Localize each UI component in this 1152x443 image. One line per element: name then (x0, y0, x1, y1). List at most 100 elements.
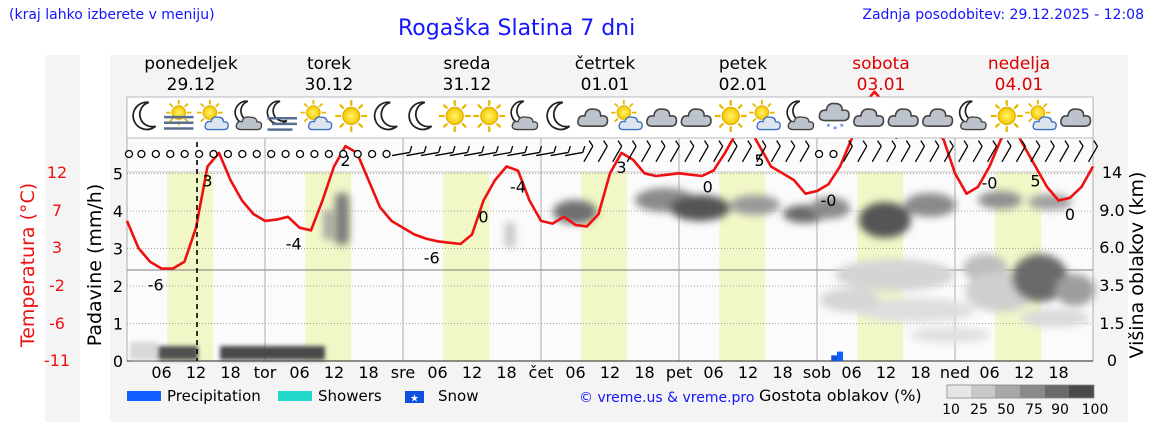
sun-icon (334, 99, 369, 133)
wind-barb-shaft (914, 145, 926, 163)
precipitation-bar (837, 351, 843, 361)
wind-barb-shaft (464, 151, 483, 157)
cloud-height-tick-label: 14 (1102, 163, 1122, 182)
wind-calm-marker (124, 149, 134, 159)
day-name: četrtek (575, 54, 636, 74)
wind-barb-feather (848, 140, 853, 147)
wind-barb (435, 145, 456, 157)
wind-barb (1044, 140, 1055, 163)
wind-barb-shaft (492, 151, 511, 157)
wind-barb (785, 140, 796, 163)
x-tick-label: 12 (600, 363, 620, 382)
sun-icon (437, 99, 472, 133)
wind-barb-shaft (770, 145, 781, 163)
star-icon: ★ (410, 394, 419, 405)
wind-barb (914, 140, 926, 163)
temperature-label: 3 (616, 158, 626, 177)
sun-icon (472, 99, 507, 133)
temperature-label: 0 (1065, 205, 1075, 224)
x-tick-label: 06 (151, 363, 171, 382)
temperature-label: -6 (424, 248, 440, 267)
wind-barb-feather (617, 140, 623, 147)
wind-barb-shaft (507, 151, 526, 157)
legend-snow-swatch (405, 391, 424, 403)
x-tick-label: 18 (772, 363, 792, 382)
day-date: 29.12 (167, 75, 216, 95)
wind-barb-shaft (478, 151, 497, 157)
wind-calm-marker (209, 149, 218, 159)
wind-barb-shaft (741, 145, 753, 163)
wind-barb-feather (675, 140, 680, 147)
day-date: 01.01 (581, 75, 630, 95)
wind-barb (507, 145, 528, 157)
legend: Precipitation Showers ★ Snow © vreme.us … (127, 384, 1108, 418)
temperature-label: 2 (340, 151, 350, 170)
wind-barb-shaft (900, 145, 911, 163)
x-tick-label: 06 (565, 363, 585, 382)
x-tick-label: 06 (427, 363, 447, 382)
wind-barb-feather (423, 145, 427, 153)
temperature-tick-label: 12 (47, 163, 67, 182)
wind-barb-feather (1006, 140, 1012, 147)
wind-barb (449, 145, 471, 157)
precip-tick-label: 2 (113, 277, 123, 296)
temperature-tick-label: -2 (49, 276, 65, 295)
wind-barb-feather (660, 140, 666, 147)
right-axis-panel (1096, 55, 1128, 422)
x-tick-label: sob (803, 363, 831, 382)
wind-barb-shaft (655, 145, 666, 163)
wind-barb-shaft (958, 145, 969, 163)
wind-barb-shaft (871, 145, 882, 163)
wind-barb-feather (646, 140, 652, 147)
wind-calm-marker (367, 149, 377, 159)
wind-barb-shaft (713, 145, 724, 163)
cloud-density-tick: 50 (997, 402, 1015, 418)
temperature-label: 3 (202, 172, 212, 191)
axis-labels: 06 12 18 tor 06 12 18 sre 06 12 18 čet 06 12 18 pet 06 12… (17, 163, 1148, 382)
wind-barb-shaft (435, 151, 454, 157)
wind-barb (1030, 140, 1041, 163)
x-tick-label: sre (391, 363, 415, 382)
day-date: 03.01 (857, 75, 906, 95)
cloud-density-scale (946, 384, 1095, 399)
wind-barb (1001, 140, 1012, 163)
wind-barb-feather (905, 140, 911, 147)
wind-barbs-row (124, 140, 1099, 163)
precipitation-bars (831, 351, 843, 361)
temperature-label: -0 (821, 191, 837, 210)
x-tick-label: 18 (1048, 363, 1068, 382)
wind-barb-shaft (698, 145, 709, 163)
wind-barb-shaft (669, 145, 680, 163)
wind-barb-feather (747, 140, 753, 147)
cloud-density-tick: 100 (1082, 402, 1109, 418)
legend-showers-label: Showers (318, 387, 382, 405)
wind-barb-shaft (640, 145, 652, 163)
wind-barb-shaft (391, 151, 410, 157)
wind-barb-shaft (943, 145, 954, 163)
wind-barb (391, 145, 413, 157)
wind-barb-shaft (536, 151, 555, 157)
x-tick-label: 06 (979, 363, 999, 382)
cloud-density-ticks: 10 25 50 75 90 100 (942, 402, 1108, 418)
wind-barb (987, 140, 998, 163)
precip-axis-title: Padavine (mm/h) (84, 184, 106, 347)
wind-barb-shaft (521, 151, 540, 157)
wind-barb-shaft (626, 145, 637, 163)
wind-barb-feather (790, 140, 796, 147)
wind-barb-shaft (987, 145, 998, 163)
wind-calm-marker (238, 149, 247, 159)
x-tick-label: 12 (876, 363, 896, 382)
wind-barb-feather (409, 145, 413, 153)
sun-icon (989, 99, 1024, 133)
wind-barb-shaft (1044, 145, 1055, 163)
wind-barb (536, 145, 557, 157)
x-tick-label: 18 (220, 363, 240, 382)
wind-calm-marker (382, 149, 391, 159)
wind-barb (684, 140, 695, 163)
credit-link[interactable]: © vreme.us & vreme.pro (579, 390, 754, 406)
wind-calm-marker (166, 149, 175, 159)
temperature-label: -0 (982, 174, 998, 193)
wind-barb-shaft (857, 145, 868, 163)
wind-barb (655, 140, 666, 163)
day-name: sreda (443, 54, 490, 74)
